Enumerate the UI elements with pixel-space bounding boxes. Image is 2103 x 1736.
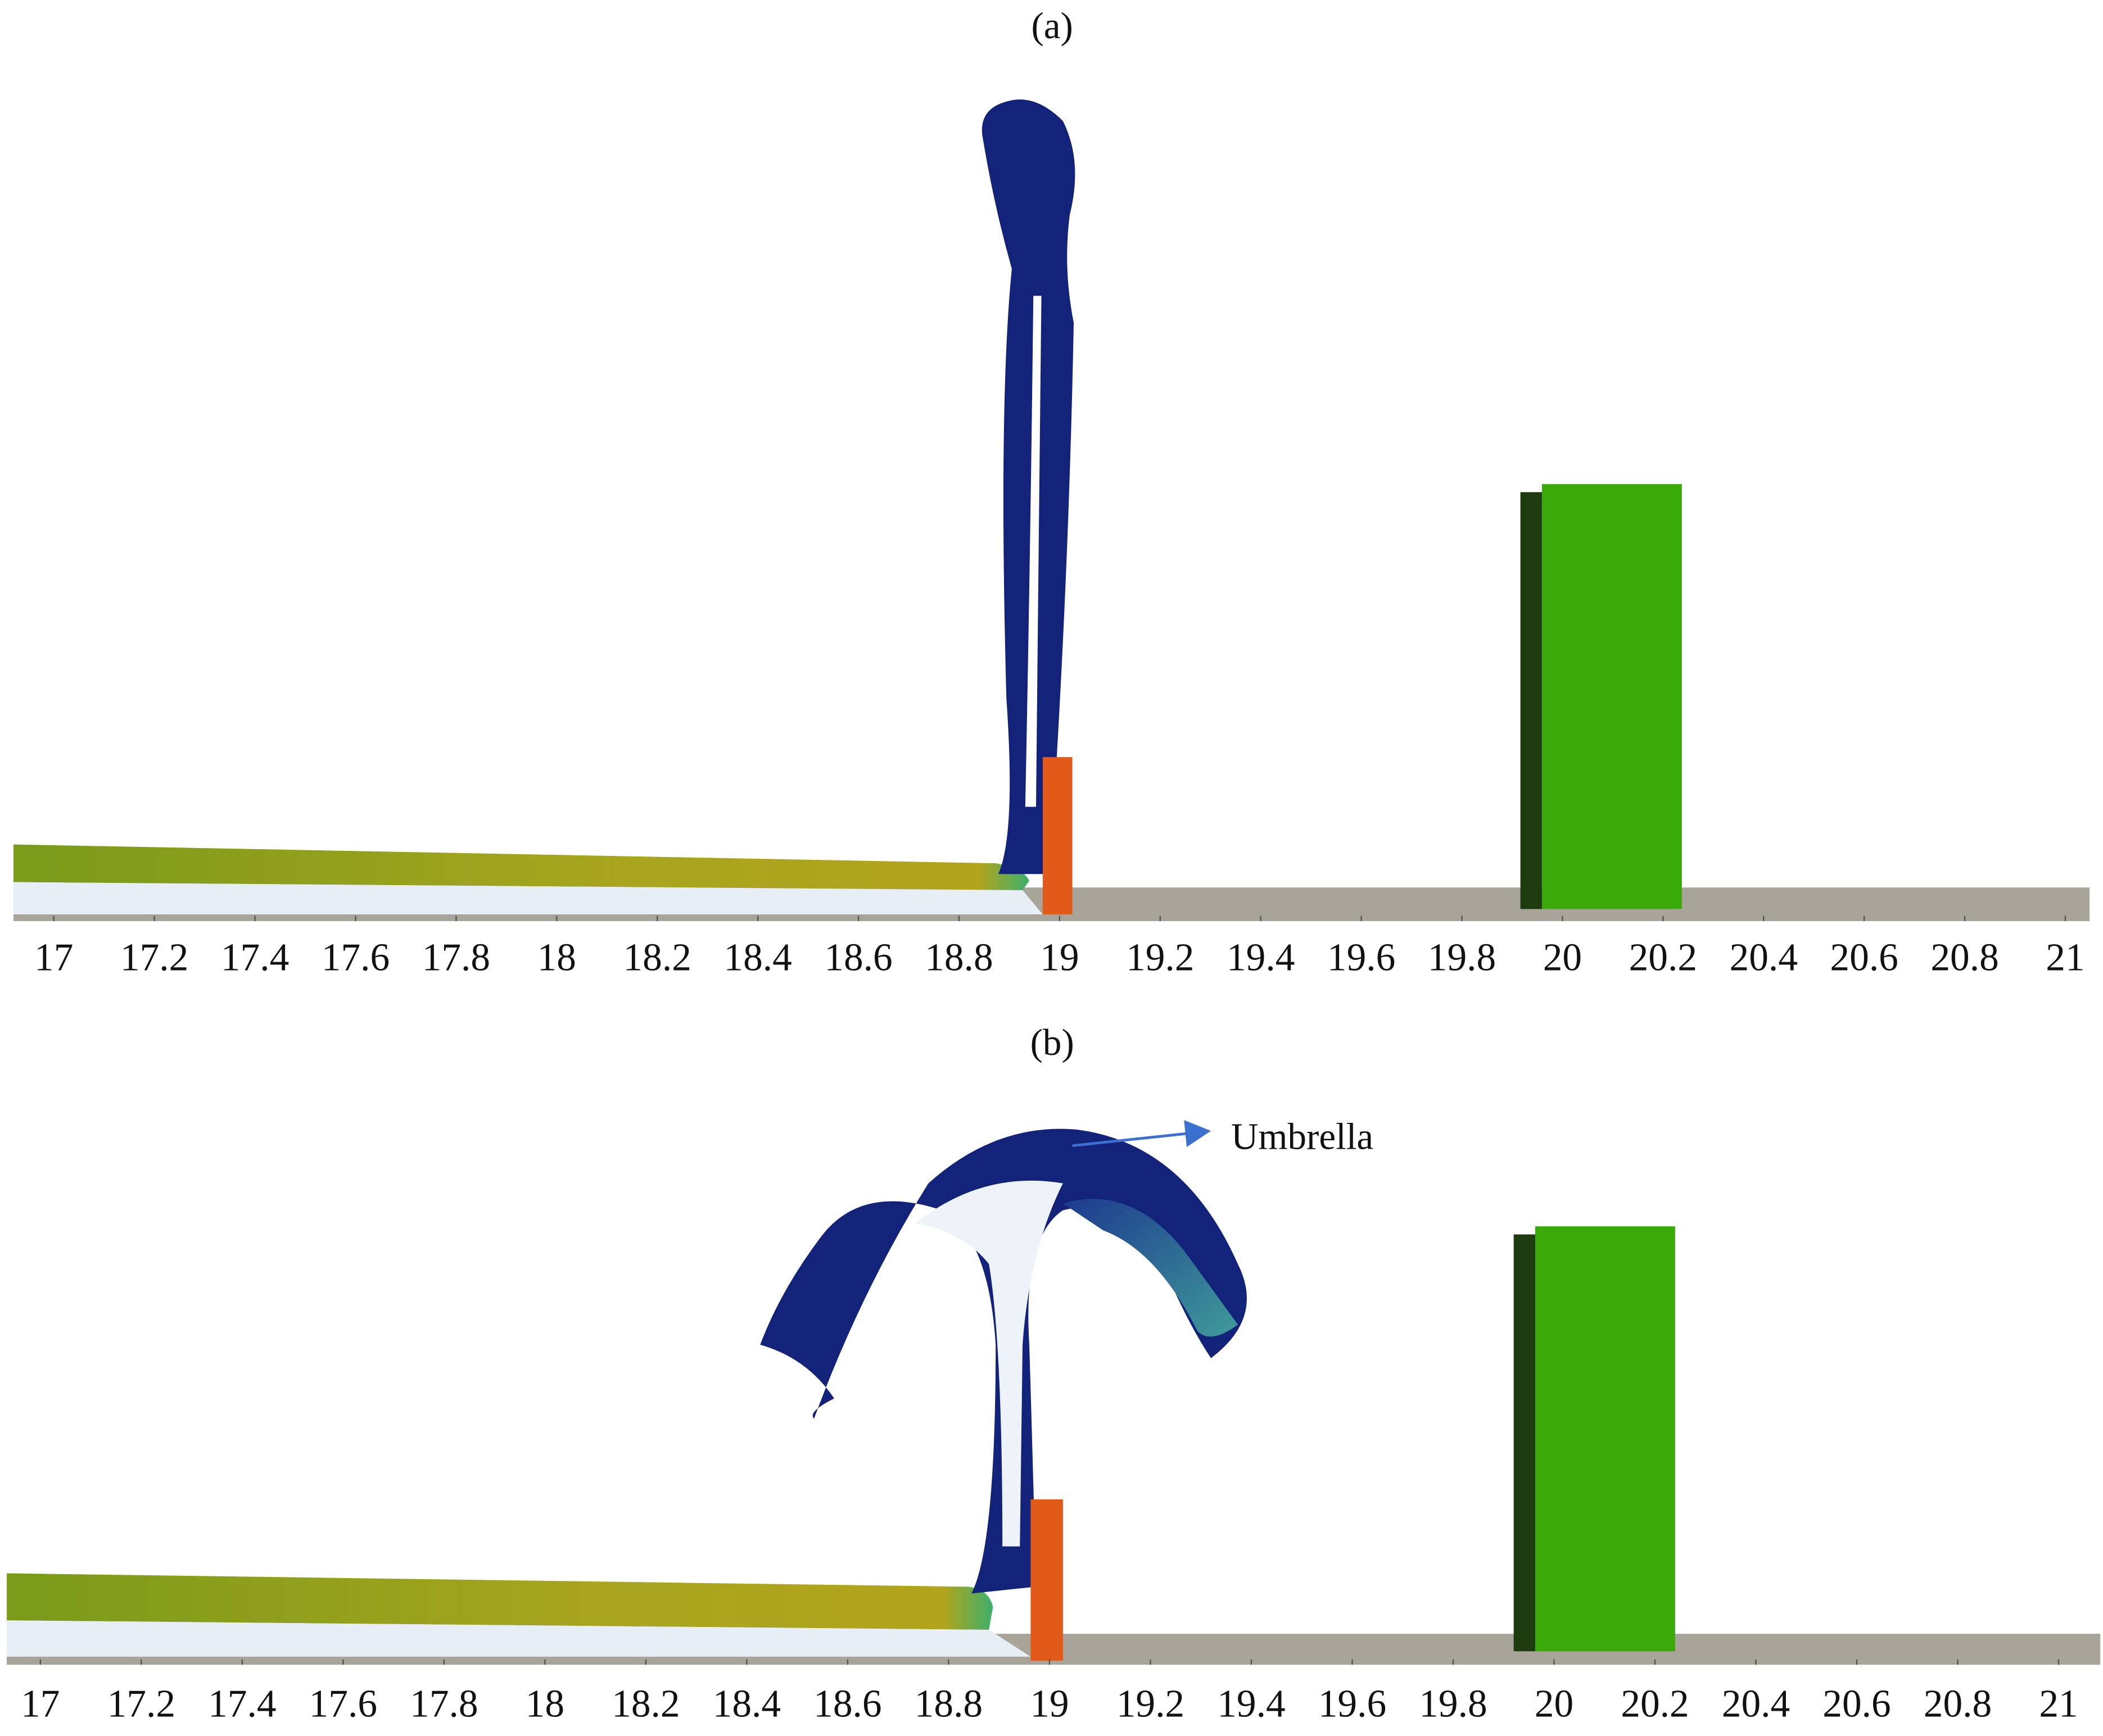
annotation: Umbrella [1231, 1116, 1373, 1157]
building-side [1513, 1234, 1535, 1652]
x-tick-label: 17.4 [208, 1683, 276, 1726]
x-tick-label: 19.4 [1217, 1683, 1285, 1726]
x-tick-label: 20.8 [1930, 936, 1998, 980]
x-tick-label: 17 [34, 936, 73, 980]
water-layer [13, 844, 1030, 890]
x-tick-label: 18 [537, 936, 576, 980]
x-tick-label: 19.6 [1318, 1683, 1386, 1726]
panel-label: (a) [1032, 5, 1073, 47]
flow-region [6, 1620, 1031, 1657]
x-tick-label: 20.2 [1621, 1683, 1689, 1726]
jet-gap [1025, 296, 1042, 807]
x-tick-label: 19.6 [1327, 936, 1395, 980]
building-side [1520, 492, 1542, 909]
x-tick-label: 20.8 [1924, 1683, 1992, 1726]
x-tick-label: 17.8 [422, 936, 490, 980]
umbrella-core [915, 1180, 1063, 1547]
x-tick-label: 19.2 [1126, 936, 1194, 980]
x-tick-label: 20.6 [1822, 1683, 1891, 1726]
x-tick-label: 20.2 [1629, 936, 1697, 980]
x-tick-label: 19.4 [1227, 936, 1295, 980]
x-tick-label: 18.2 [623, 936, 691, 980]
x-tick-label: 18.8 [925, 936, 993, 980]
x-tick-label: 18.4 [723, 936, 792, 980]
x-tick-label: 19 [1040, 936, 1079, 980]
x-tick-label: 17.2 [120, 936, 188, 980]
flow-region [13, 882, 1043, 915]
x-tick-label: 19.8 [1419, 1683, 1487, 1726]
arrow-head [1184, 1120, 1211, 1147]
building [1535, 1226, 1675, 1652]
umbrella-arm [1062, 1199, 1238, 1337]
x-tick-label: 17.6 [309, 1683, 377, 1726]
panel-label: (b) [1030, 1022, 1074, 1063]
x-tick-label: 20.6 [1830, 936, 1898, 980]
x-tick-label: 18.6 [824, 936, 892, 980]
x-tick-label: 17.6 [322, 936, 390, 980]
x-tick-label: 18.2 [612, 1683, 680, 1726]
x-tick-label: 20.4 [1722, 1683, 1790, 1726]
x-tick-label: 19.2 [1116, 1683, 1184, 1726]
x-tick-label: 21 [2039, 1683, 2078, 1726]
x-tick-label: 18.8 [915, 1683, 983, 1726]
x-tick-label: 17.2 [107, 1683, 175, 1726]
obstacle-wall [1030, 1499, 1063, 1661]
x-tick-label: 18.6 [813, 1683, 881, 1726]
x-tick-label: 17.4 [221, 936, 289, 980]
x-tick-label: 20 [1543, 936, 1582, 980]
building [1541, 484, 1682, 909]
x-tick-label: 18 [526, 1683, 564, 1726]
x-tick-label: 19 [1030, 1683, 1069, 1726]
water-layer [6, 1573, 993, 1630]
water-jet [982, 99, 1075, 874]
annotation-arrow [1072, 1132, 1187, 1147]
x-tick-label: 17.8 [410, 1683, 478, 1726]
x-tick-label: 17 [21, 1683, 60, 1726]
obstacle-wall [1042, 757, 1073, 915]
x-tick-label: 21 [2046, 936, 2084, 980]
x-tick-label: 18.4 [713, 1683, 781, 1726]
x-tick-label: 20 [1535, 1683, 1573, 1726]
x-tick-label: 19.8 [1428, 936, 1496, 980]
x-tick-label: 20.4 [1730, 936, 1798, 980]
